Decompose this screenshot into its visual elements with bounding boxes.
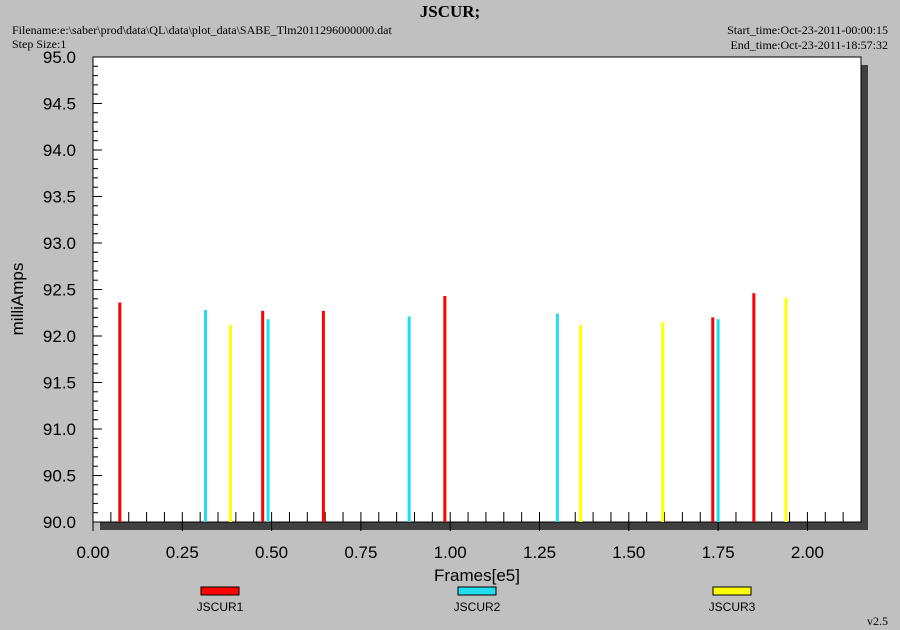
x-tick-label: 1.25: [523, 543, 556, 562]
legend-swatch-jscur2: [457, 586, 497, 596]
end-time-label: End_time:Oct-23-2011-18:57:32: [730, 38, 888, 52]
legend-label-jscur1: JSCUR1: [197, 600, 244, 614]
bar-jscur3: [229, 324, 233, 522]
bar-jscur1: [443, 296, 447, 522]
x-tick-label: 0.25: [166, 543, 199, 562]
step-size-label: Step Size:1: [12, 37, 67, 51]
y-tick-label: 91.0: [43, 420, 76, 439]
y-tick-label: 92.5: [43, 281, 76, 300]
bar-jscur3: [784, 297, 788, 522]
x-axis: 0.00 0.25 0.50 0.75 1.00 1.25 1.50 1.75 2.00: [76, 512, 844, 562]
y-tick-label: 91.5: [43, 374, 76, 393]
bar-jscur2: [266, 319, 270, 522]
legend-swatch-jscur1: [200, 586, 240, 596]
y-tick-label: 93.0: [43, 234, 76, 253]
bar-jscur3: [661, 322, 665, 522]
x-tick-label: 1.00: [434, 543, 467, 562]
y-tick-label: 92.0: [43, 327, 76, 346]
y-tick-label: 90.5: [43, 467, 76, 486]
bar-jscur1: [711, 317, 715, 522]
x-tick-label: 0.00: [76, 543, 109, 562]
bars-group: [118, 293, 788, 522]
bar-jscur2: [204, 309, 208, 522]
y-tick-label: 93.5: [43, 188, 76, 207]
bar-jscur3: [579, 324, 583, 522]
x-tick-label: 2.00: [791, 543, 824, 562]
bar-jscur1: [261, 310, 265, 522]
x-tick-label: 1.50: [612, 543, 645, 562]
start-time-label: Start_time:Oct-23-2011-00:00:15: [727, 23, 888, 37]
x-tick-label: 0.75: [344, 543, 377, 562]
x-tick-label: 0.50: [255, 543, 288, 562]
bar-jscur1: [118, 302, 122, 522]
bar-jscur2: [716, 319, 720, 522]
y-tick-label: 94.5: [43, 95, 76, 114]
y-axis: 90.0 90.5 91.0 91.5 92.0 92.5 93.0 93.5 94.0 94.5…: [43, 48, 102, 532]
legend: JSCUR1 JSCUR2 JSCUR3: [197, 586, 756, 614]
chart-title: JSCUR;: [419, 2, 481, 21]
bar-jscur2: [407, 316, 411, 522]
bar-jscur1: [321, 310, 325, 522]
y-axis-label: milliAmps: [8, 263, 27, 336]
y-tick-label: 94.0: [43, 141, 76, 160]
bar-jscur1: [752, 293, 756, 522]
legend-label-jscur2: JSCUR2: [454, 600, 501, 614]
bar-jscur2: [555, 313, 559, 522]
x-tick-label: 1.75: [702, 543, 735, 562]
y-tick-label: 95.0: [43, 48, 76, 67]
plot-area: [92, 56, 862, 523]
version-label: v2.5: [867, 614, 888, 628]
y-tick-label: 90.0: [43, 513, 76, 532]
legend-label-jscur3: JSCUR3: [709, 600, 756, 614]
legend-swatch-jscur3: [712, 586, 752, 596]
x-axis-label: Frames[e5]: [434, 566, 520, 585]
filename-label: Filename:e:\saber\prod\data\QL\data\plot…: [12, 23, 392, 37]
